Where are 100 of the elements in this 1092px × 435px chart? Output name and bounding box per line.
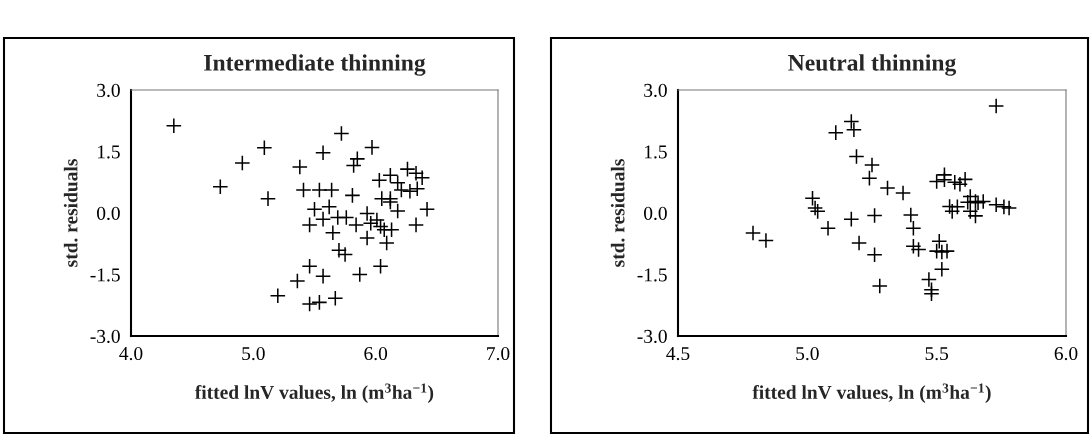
y-axis-title: std. residuals [63,159,78,267]
point [212,178,229,195]
point [323,181,340,199]
point [383,221,400,238]
point [359,229,376,247]
point [371,172,388,189]
y-tick-label: 1.5 [97,145,120,159]
point [866,207,883,224]
point [359,205,376,222]
point [311,294,328,311]
x-tick-label: 5.0 [242,346,265,361]
point [962,188,979,205]
point [372,218,389,235]
point [845,121,862,138]
point [389,202,406,219]
y-tick-label: -1.5 [90,268,120,282]
point [368,211,385,229]
y-tick-label: 1.5 [644,145,667,159]
point [165,117,182,134]
x-tick-label: 5.0 [796,346,819,361]
point [301,295,318,313]
point [804,190,821,207]
point [301,216,318,233]
point [931,233,948,250]
point [905,238,922,255]
point [338,209,355,226]
point [389,174,406,191]
point [936,171,953,188]
point [401,183,418,200]
x-tick-label: 4.5 [666,347,690,361]
point [315,144,332,161]
point [879,179,896,197]
point [946,174,963,191]
y-tick-label: 0.0 [644,206,667,221]
point [291,159,308,176]
chart-title: Neutral thinning [788,54,957,76]
point [289,273,306,290]
point [407,216,425,233]
point [861,170,878,187]
point [988,97,1005,115]
point [418,201,436,218]
point [345,157,362,174]
point [382,167,399,184]
point [234,154,251,172]
point [827,124,844,141]
point [988,196,1005,213]
point [975,193,992,210]
y-tick-label: 3.0 [97,83,120,98]
point [851,234,868,251]
point [363,139,381,156]
point [843,211,860,228]
x-tick-label: 4.0 [119,346,143,361]
x-tick-label: 5.5 [925,347,949,361]
point [995,198,1012,215]
point [269,287,286,304]
point [372,258,389,275]
point [344,187,361,204]
point [866,246,883,263]
point [933,261,950,278]
y-tick-label: -1.5 [637,268,667,282]
point [409,180,426,197]
point [910,241,927,258]
x-axis-title: fitted lnV values, ln (m$^{3}$ha$^{−1}$) [752,383,991,403]
point [967,207,984,224]
point [902,207,919,224]
x-tick-label: 7.0 [487,346,510,361]
point [315,211,332,228]
point [819,220,837,237]
x-axis-title: fitted lnV values, ln (m$^{3}$ha$^{−1}$) [194,383,434,403]
point [920,271,937,288]
point [905,220,922,237]
point [321,198,338,215]
y-tick-label: -3.0 [637,329,667,344]
y-tick-label: 0.0 [97,206,120,221]
point [871,277,888,295]
point [938,243,956,260]
point [1001,200,1018,217]
point [349,150,366,167]
point [848,148,865,165]
point [256,139,273,156]
point [351,266,368,283]
point [744,225,762,242]
point [333,125,350,142]
point [348,216,365,233]
point [894,184,912,201]
point [324,224,341,241]
y-tick-label: 3.0 [644,83,667,98]
x-tick-label: 6.0 [1054,346,1078,361]
point [378,234,395,251]
point [414,169,431,186]
point [259,190,277,207]
point [295,181,312,199]
point [843,113,860,130]
point [863,156,881,174]
point [393,181,410,199]
point [923,285,940,302]
point [399,161,416,178]
y-axis-title: std. residuals [610,159,625,267]
point [327,290,344,307]
point [337,246,354,263]
